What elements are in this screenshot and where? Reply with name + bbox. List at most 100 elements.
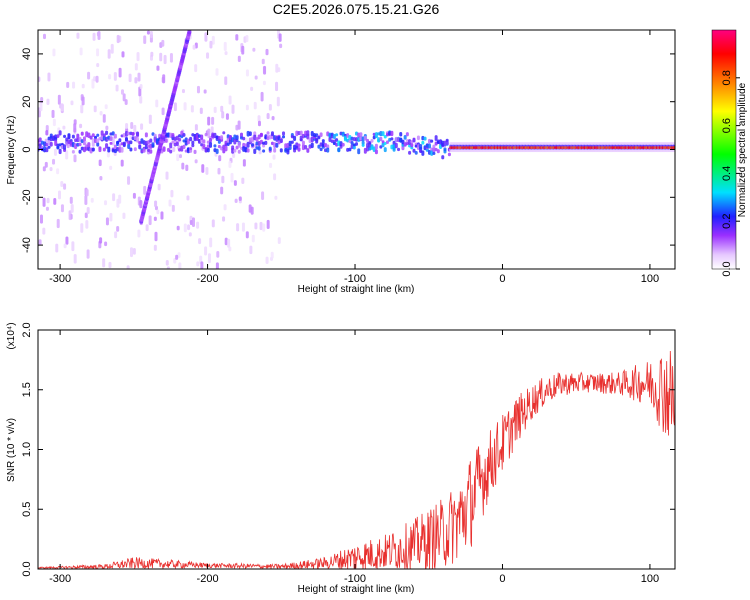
colorbar-ticks: 0.0 0.2 0.4 0.6 0.8 bbox=[721, 70, 740, 277]
spectrogram-cell bbox=[211, 116, 215, 125]
spectrogram-cell bbox=[209, 141, 213, 148]
spectrogram-cell bbox=[136, 131, 140, 137]
spectrogram-cell bbox=[390, 130, 394, 137]
spectrogram-cell bbox=[56, 218, 60, 229]
spectrogram-cell bbox=[271, 115, 275, 121]
y-tick-label: 2.0 bbox=[21, 322, 33, 337]
spectrogram-cell bbox=[71, 241, 75, 252]
spectrogram-cell bbox=[236, 223, 240, 232]
spectrogram-cell bbox=[105, 125, 109, 131]
spectrogram-cell bbox=[80, 104, 84, 114]
spectrogram-cell bbox=[410, 146, 414, 150]
spectrogram-cell bbox=[241, 45, 245, 55]
spectrogram-cell bbox=[221, 175, 225, 184]
spectrogram-cell bbox=[207, 253, 211, 264]
spectrogram-cell bbox=[183, 223, 187, 233]
spectrogram-cell bbox=[194, 159, 198, 164]
spectrogram-cell bbox=[193, 149, 197, 154]
y-tick-label: -20 bbox=[21, 189, 33, 205]
spectrogram-cell bbox=[45, 147, 49, 153]
spectrogram-cell bbox=[430, 139, 434, 143]
x-tick-label: 0 bbox=[499, 273, 505, 285]
spectrogram-cell bbox=[164, 138, 168, 143]
spectrogram-cell bbox=[63, 134, 67, 139]
spectrogram-cell bbox=[192, 44, 196, 50]
spectrogram-cell bbox=[73, 154, 77, 163]
spectrogram-cell bbox=[262, 80, 266, 86]
spectrogram-cell bbox=[235, 34, 239, 41]
spectrogram-cell bbox=[70, 203, 74, 213]
x-tick-label: -300 bbox=[49, 573, 71, 585]
spectrogram-cell bbox=[118, 143, 122, 148]
spectrogram-cell bbox=[104, 104, 108, 110]
colorbar-tick-label: 0.2 bbox=[721, 214, 733, 229]
spectrogram-cell bbox=[245, 231, 249, 239]
spectrogram-cell bbox=[109, 136, 113, 141]
spectrogram-cell bbox=[272, 154, 276, 160]
spectrogram-cell bbox=[98, 159, 102, 167]
spectrogram-cell bbox=[341, 142, 345, 147]
spectrogram-cell bbox=[310, 142, 314, 149]
spectrogram-cell bbox=[270, 251, 274, 259]
spectrogram-cell bbox=[306, 148, 310, 153]
spectrogram-cell bbox=[113, 133, 117, 139]
spectrogram-cell bbox=[213, 106, 217, 113]
spectrogram-cell bbox=[116, 140, 120, 145]
spectrogram-cell bbox=[168, 199, 172, 207]
spectrogram-cell bbox=[224, 237, 228, 246]
spectrogram-cell bbox=[165, 260, 169, 266]
colorbar-tick-label: 0.0 bbox=[721, 261, 733, 276]
spectrogram-cell bbox=[241, 177, 245, 185]
snr-y-ticks: 0.0 0.5 1.0 1.5 2.0 bbox=[21, 322, 675, 577]
spectrogram-cell bbox=[359, 132, 363, 137]
spectrogram-cell bbox=[176, 153, 180, 162]
spectrogram-cell bbox=[209, 237, 213, 248]
spectrogram-x-ticks: -300 -200 -100 0 100 bbox=[49, 30, 659, 285]
spectrogram-cell bbox=[108, 261, 112, 269]
spectrogram-cell bbox=[374, 149, 378, 155]
spectrogram-cell bbox=[42, 33, 46, 40]
spectrogram-cell bbox=[257, 115, 261, 122]
spectrogram-cell bbox=[266, 113, 270, 120]
spectrogram-cell bbox=[108, 73, 112, 80]
spectrogram-marks bbox=[38, 30, 675, 269]
spectrogram-cell bbox=[65, 236, 69, 245]
spectrogram-cell bbox=[326, 147, 330, 153]
spectrogram-cell bbox=[148, 114, 152, 124]
spectrogram-cell bbox=[215, 148, 219, 155]
y-tick-label: 0.5 bbox=[21, 502, 33, 517]
spectrogram-cell bbox=[120, 159, 124, 167]
spectrogram-cell bbox=[277, 67, 281, 73]
spectrogram-cell bbox=[257, 120, 261, 127]
spectrogram-cell bbox=[154, 200, 158, 208]
y-tick-label: 1.0 bbox=[21, 442, 33, 457]
spectrogram-cell bbox=[430, 150, 434, 156]
spectrogram-cell bbox=[42, 166, 46, 172]
spectrogram-cell bbox=[39, 101, 43, 112]
spectrogram-cell bbox=[220, 105, 224, 113]
spectrogram-cell bbox=[73, 123, 77, 133]
spectrogram-cell bbox=[241, 222, 245, 232]
spectrogram-cell bbox=[44, 161, 48, 168]
spectrogram-cell bbox=[259, 132, 263, 137]
spectrogram-cell bbox=[191, 217, 195, 228]
spectrogram-cell bbox=[282, 131, 286, 136]
spectrogram-cell bbox=[337, 147, 341, 153]
spectrogram-cell bbox=[383, 147, 387, 153]
spectrogram-cell bbox=[273, 173, 277, 181]
spectrogram-cell bbox=[95, 75, 99, 83]
spectrogram-cell bbox=[361, 140, 365, 145]
spectrogram-cell bbox=[206, 140, 210, 144]
spectrogram-cell bbox=[175, 254, 179, 260]
spectrogram-cell bbox=[132, 192, 136, 199]
spectrogram-cell bbox=[80, 131, 84, 136]
spectrogram-cell bbox=[187, 30, 192, 35]
spectrogram-cell bbox=[423, 136, 427, 141]
spectrogram-cell bbox=[165, 171, 169, 180]
spectrogram-cell bbox=[379, 136, 383, 142]
x-tick-label: -100 bbox=[344, 273, 366, 285]
x-tick-label: -100 bbox=[344, 573, 366, 585]
spectrogram-cell bbox=[200, 134, 204, 140]
spectrogram-cell bbox=[209, 137, 213, 143]
spectrogram-cell bbox=[116, 198, 120, 208]
